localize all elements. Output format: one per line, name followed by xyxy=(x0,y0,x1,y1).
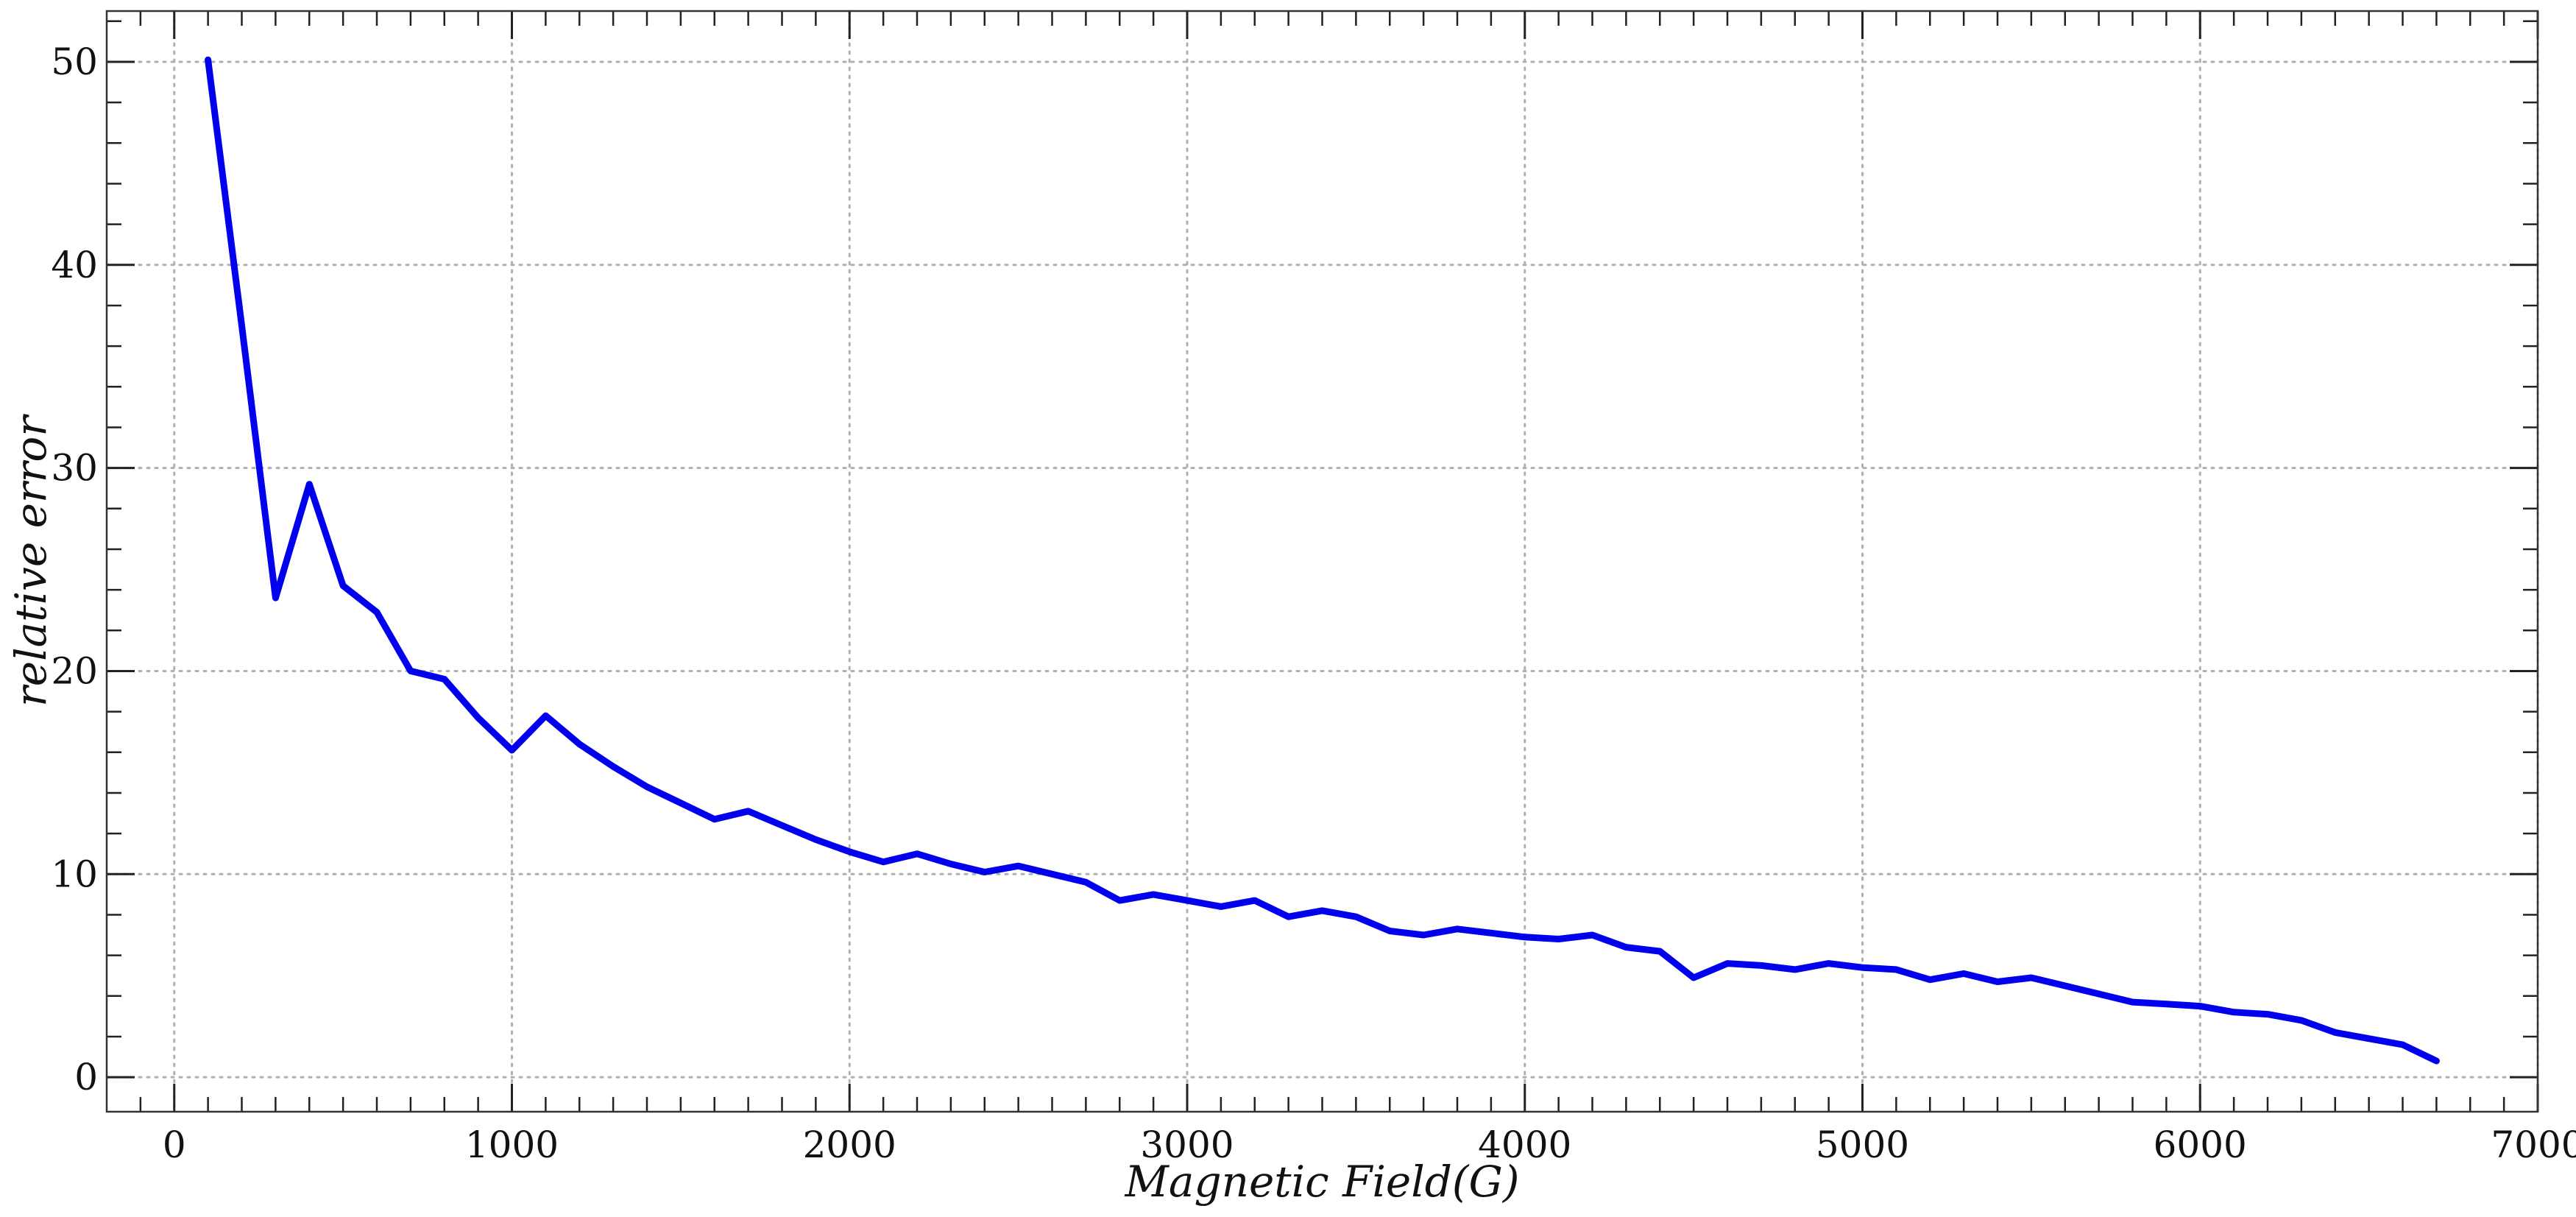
series-line xyxy=(205,56,2440,1065)
plot-frame xyxy=(105,10,2539,1113)
y-tick-labels: 0 10 20 30 40 50 xyxy=(51,40,98,1098)
major-ticks xyxy=(107,11,2539,1112)
x-tick-label: 0 xyxy=(163,1123,186,1166)
y-tick-label: 50 xyxy=(51,40,98,83)
x-tick-labels: 0 1000 2000 3000 4000 5000 6000 7000 xyxy=(163,1123,2576,1166)
y-tick-label: 0 xyxy=(74,1056,98,1098)
x-axis-label: Magnetic Field(G) xyxy=(1125,1157,1520,1207)
y-tick-label: 40 xyxy=(51,244,98,286)
y-tick-label: 30 xyxy=(51,447,98,490)
minor-ticks xyxy=(107,11,2538,1112)
x-tick-label: 7000 xyxy=(2491,1123,2576,1166)
x-tick-label: 3000 xyxy=(1140,1123,1234,1166)
y-axis-label: relative error xyxy=(6,414,56,707)
x-tick-label: 4000 xyxy=(1478,1123,1571,1166)
x-tick-label: 6000 xyxy=(2154,1123,2247,1166)
x-tick-label: 1000 xyxy=(465,1123,559,1166)
grid xyxy=(105,10,2539,1113)
x-tick-label: 2000 xyxy=(803,1123,896,1166)
x-tick-label: 5000 xyxy=(1816,1123,1909,1166)
y-tick-label: 20 xyxy=(51,649,98,692)
y-tick-label: 10 xyxy=(51,853,98,895)
